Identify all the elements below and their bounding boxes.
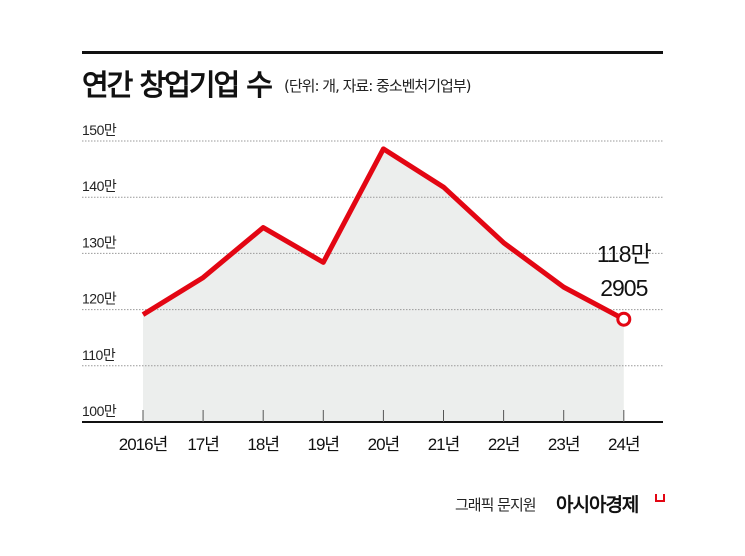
y-tick-label: 100만 (82, 403, 117, 419)
x-tick-label: 2016년 (119, 435, 167, 454)
data-label-line1: 118만 (597, 241, 652, 267)
publisher-logo: 아시아경제 (556, 494, 639, 516)
y-tick-label: 120만 (82, 291, 117, 307)
x-tick-label: 24년 (608, 435, 640, 454)
chart-subtitle: (단위: 개, 자료: 중소벤처기업부) (284, 77, 471, 95)
x-tick-label: 21년 (428, 435, 460, 454)
data-point-last (616, 311, 632, 327)
y-tick-label: 140만 (82, 178, 117, 194)
area-fill (143, 148, 624, 423)
x-tick-label: 17년 (187, 435, 219, 454)
series-line (141, 146, 625, 322)
data-label-line2: 2905 (600, 275, 647, 301)
x-tick-label: 18년 (247, 435, 279, 454)
y-tick-label: 130만 (82, 234, 117, 250)
graphic-credit: 그래픽 문지원 (455, 496, 537, 514)
x-tick-label: 19년 (308, 435, 340, 454)
top-rule (82, 51, 663, 54)
y-tick-label: 110만 (82, 347, 116, 363)
x-tick-label: 22년 (488, 435, 520, 454)
x-tick-label: 23년 (548, 435, 580, 454)
y-tick-label: 150만 (82, 122, 117, 138)
logo-mark-icon (655, 494, 665, 502)
x-tick-label: 20년 (368, 435, 400, 454)
chart-title: 연간 창업기업 수 (82, 68, 273, 102)
